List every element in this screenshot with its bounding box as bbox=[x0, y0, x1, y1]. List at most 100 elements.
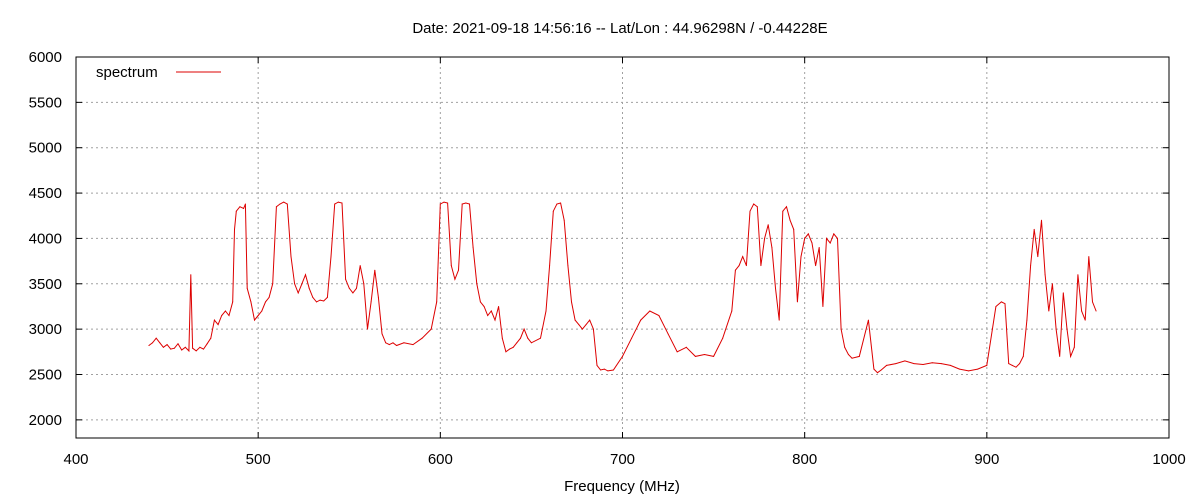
data-point bbox=[1026, 319, 1028, 321]
data-point bbox=[858, 355, 860, 357]
data-point bbox=[877, 372, 878, 374]
plot-frame bbox=[75, 56, 1170, 439]
data-point bbox=[545, 310, 547, 312]
data-point bbox=[224, 310, 226, 312]
data-point bbox=[190, 274, 192, 276]
data-point bbox=[931, 362, 933, 364]
data-point bbox=[527, 337, 529, 339]
data-point bbox=[1022, 355, 1024, 357]
data-point bbox=[166, 344, 168, 346]
data-point bbox=[1008, 363, 1010, 365]
data-point bbox=[1011, 364, 1013, 366]
data-point bbox=[206, 343, 208, 345]
data-point bbox=[540, 337, 541, 339]
chart-title: Date: 2021-09-18 14:56:16 -- Lat/Lon : 4… bbox=[412, 20, 827, 37]
data-point bbox=[476, 283, 478, 285]
data-point bbox=[279, 203, 281, 205]
data-point bbox=[234, 228, 235, 230]
data-point bbox=[753, 203, 755, 205]
data-point bbox=[261, 310, 263, 312]
data-point bbox=[631, 337, 633, 339]
data-point bbox=[244, 203, 246, 205]
data-point bbox=[1077, 274, 1079, 276]
data-point bbox=[567, 265, 569, 267]
data-point bbox=[465, 202, 467, 204]
data-point bbox=[1095, 310, 1097, 312]
data-point bbox=[778, 319, 780, 321]
data-point bbox=[257, 315, 259, 316]
legend: spectrum bbox=[96, 64, 221, 81]
data-point bbox=[1019, 363, 1021, 365]
data-point bbox=[188, 350, 190, 352]
data-point bbox=[148, 345, 150, 346]
data-point bbox=[968, 370, 970, 372]
data-point bbox=[228, 315, 230, 316]
y-tick-label: 3500 bbox=[29, 276, 62, 293]
data-point bbox=[421, 337, 423, 339]
data-point bbox=[170, 348, 172, 350]
data-point bbox=[563, 219, 565, 221]
data-point bbox=[1081, 310, 1083, 312]
x-axis-title: Frequency (MHz) bbox=[564, 478, 680, 495]
data-point bbox=[297, 292, 299, 294]
data-point bbox=[392, 342, 394, 344]
data-point bbox=[439, 203, 441, 205]
data-point bbox=[880, 369, 882, 371]
data-point bbox=[1048, 310, 1050, 312]
data-point bbox=[767, 224, 769, 226]
grid-layer bbox=[76, 56, 1169, 438]
data-point bbox=[1044, 274, 1046, 276]
data-point bbox=[221, 315, 223, 316]
y-tick-label: 2000 bbox=[29, 412, 62, 429]
data-point bbox=[1015, 366, 1017, 368]
data-point bbox=[308, 287, 310, 289]
data-point bbox=[837, 237, 838, 239]
data-point bbox=[1037, 256, 1039, 258]
x-tick-label: 600 bbox=[428, 451, 453, 468]
series-line-spectrum bbox=[148, 201, 1097, 374]
data-point bbox=[549, 265, 551, 267]
data-point bbox=[775, 287, 776, 289]
data-point bbox=[159, 342, 161, 344]
data-point bbox=[995, 306, 997, 307]
data-point bbox=[1062, 292, 1064, 294]
data-point bbox=[195, 350, 197, 352]
data-point bbox=[592, 328, 594, 330]
data-point bbox=[494, 319, 496, 321]
x-tick-label: 400 bbox=[63, 451, 88, 468]
data-point bbox=[1051, 283, 1053, 285]
data-point bbox=[676, 351, 678, 353]
data-point bbox=[867, 319, 869, 321]
data-point bbox=[571, 301, 572, 303]
data-point bbox=[239, 206, 241, 208]
data-point bbox=[1030, 265, 1032, 267]
data-point bbox=[272, 283, 274, 285]
data-point bbox=[1055, 328, 1057, 330]
data-point bbox=[811, 242, 813, 244]
data-point bbox=[556, 203, 558, 205]
data-point bbox=[520, 337, 521, 339]
data-point bbox=[786, 206, 787, 208]
data-point bbox=[959, 368, 960, 370]
data-point bbox=[173, 347, 175, 349]
data-point bbox=[844, 346, 846, 348]
data-point bbox=[275, 206, 277, 208]
data-point bbox=[334, 203, 336, 205]
data-point bbox=[498, 306, 500, 307]
data-point bbox=[826, 237, 827, 239]
data-point bbox=[694, 355, 696, 357]
data-point bbox=[1004, 303, 1006, 305]
data-point bbox=[512, 346, 514, 348]
data-point bbox=[370, 301, 372, 303]
data-point bbox=[430, 328, 432, 330]
data-point bbox=[940, 363, 942, 365]
data-point bbox=[1000, 301, 1002, 303]
data-point bbox=[345, 278, 347, 280]
data-point bbox=[443, 201, 445, 203]
data-point bbox=[203, 348, 204, 350]
data-point bbox=[649, 310, 651, 312]
data-point bbox=[341, 202, 343, 204]
data-point bbox=[807, 233, 809, 235]
